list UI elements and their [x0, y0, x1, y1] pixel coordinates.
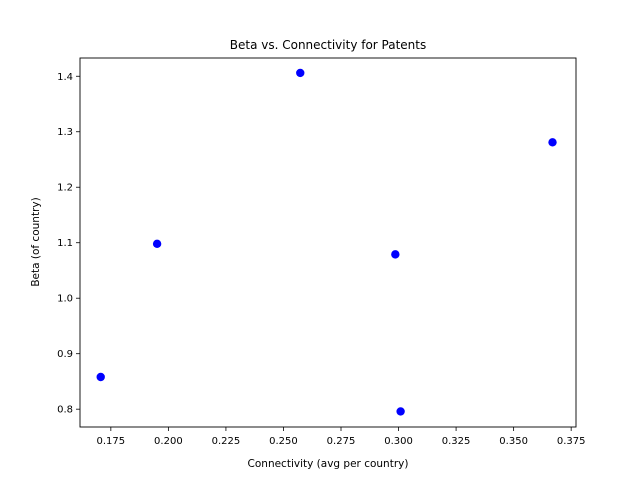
data-point-2: [153, 240, 161, 248]
x-tick-label: 0.325: [442, 436, 471, 447]
x-tick-label: 0.225: [212, 436, 241, 447]
x-tick-label: 0.275: [327, 436, 356, 447]
x-tick-label: 0.350: [499, 436, 528, 447]
x-axis-title: Connectivity (avg per country): [248, 458, 409, 470]
data-point-5: [396, 407, 404, 415]
chart-title: Beta vs. Connectivity for Patents: [230, 38, 427, 52]
y-tick-label: 1.3: [57, 127, 73, 138]
data-point-1: [97, 373, 105, 381]
data-point-6: [548, 138, 556, 146]
y-tick-label: 1.0: [57, 294, 73, 305]
x-tick-label: 0.175: [97, 436, 126, 447]
x-tick-label: 0.200: [154, 436, 183, 447]
y-tick-label: 0.8: [57, 405, 73, 416]
y-axis-title: Beta (of country): [30, 197, 42, 286]
data-point-4: [391, 250, 399, 258]
y-tick-label: 1.2: [57, 183, 73, 194]
data-point-3: [296, 69, 304, 77]
y-tick-label: 0.9: [57, 349, 73, 360]
x-tick-label: 0.375: [557, 436, 586, 447]
x-tick-label: 0.300: [384, 436, 413, 447]
y-tick-label: 1.4: [57, 72, 73, 83]
y-tick-label: 1.1: [57, 238, 73, 249]
x-tick-label: 0.250: [269, 436, 298, 447]
